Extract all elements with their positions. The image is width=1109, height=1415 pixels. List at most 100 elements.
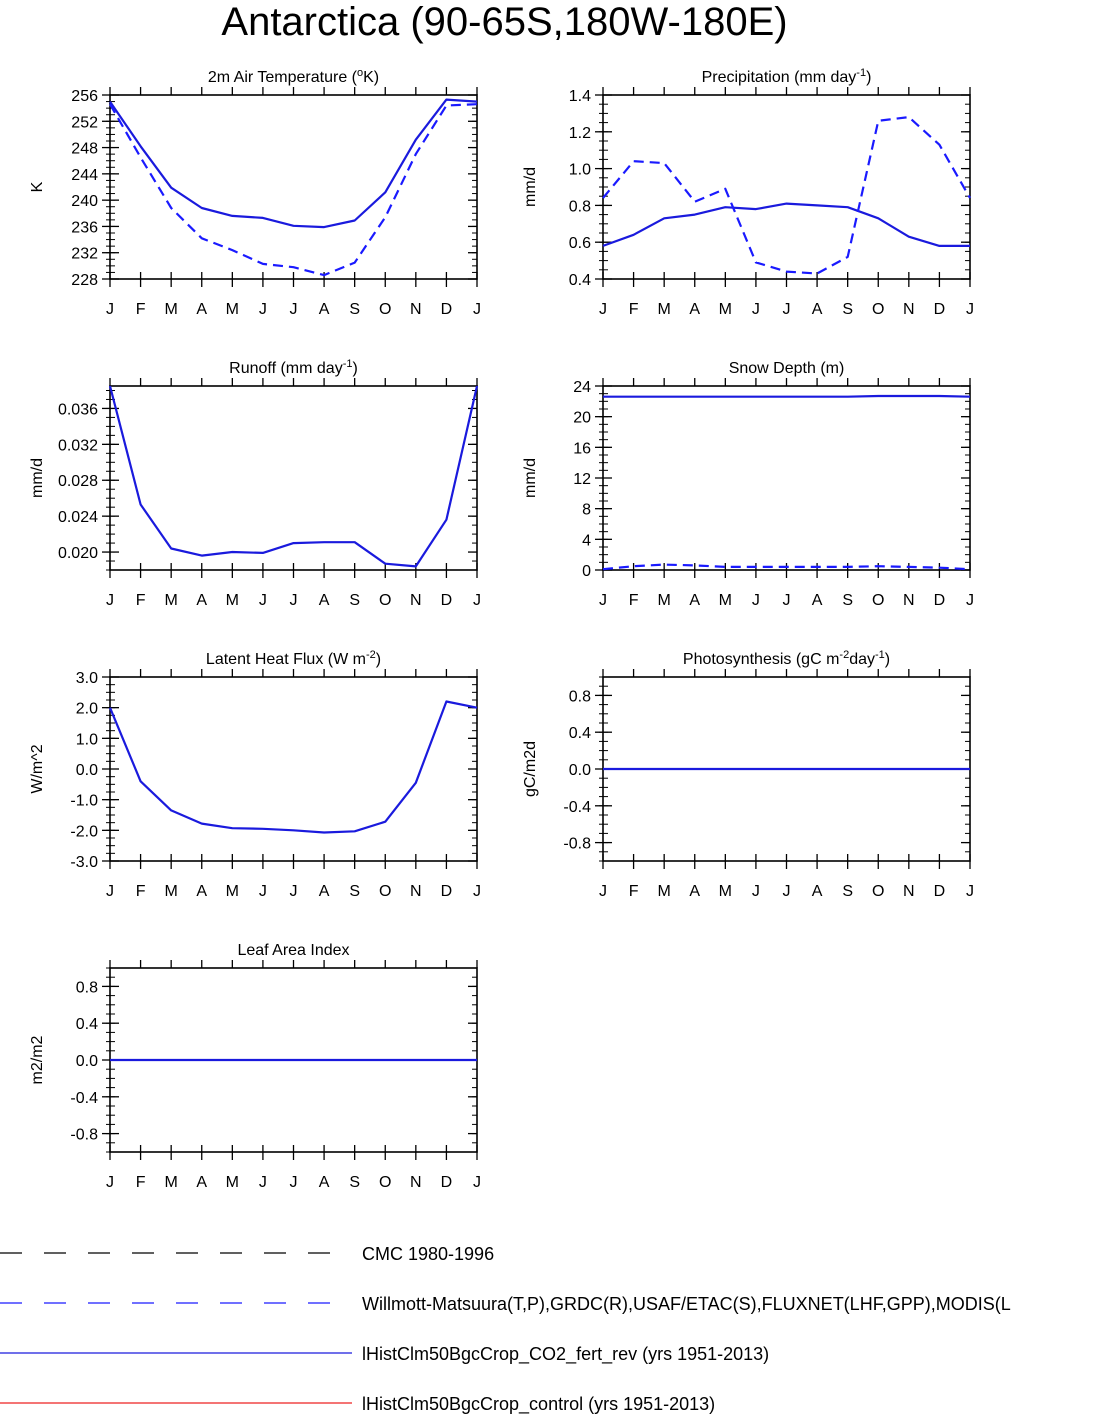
plot-frame [602,385,971,571]
y-tick-label: 1.0 [76,731,98,748]
x-tick-label: F [136,883,146,900]
y-tick-label: 0.032 [58,437,98,454]
x-tick-label: S [842,301,853,318]
x-tick-label: A [689,592,700,609]
x-tick-label: F [629,883,639,900]
x-tick-label: N [410,592,422,609]
y-tick-label: 12 [573,471,591,488]
x-tick-label: N [410,883,422,900]
x-tick-label: M [719,301,732,318]
x-tick-label: D [441,883,453,900]
y-tick-label: 244 [71,167,98,184]
chart-panel-photo: Photosynthesis (gC m-2day-1) gC/m2d 0.8 0.4… [522,649,974,900]
x-tick-label: J [783,301,791,318]
x-tick-label: J [599,301,607,318]
y-tick-label: 0.6 [569,235,591,252]
x-tick-label: J [290,301,298,318]
x-tick-label: O [872,592,884,609]
chart-title: Leaf Area Index [237,942,349,959]
x-tick-label: S [349,592,360,609]
x-tick-label: J [106,883,114,900]
y-tick-label: -0.8 [563,836,591,853]
y-axis-label: W/m^2 [29,744,46,793]
y-tick-label: -0.8 [70,1127,98,1144]
x-tick-label: O [872,301,884,318]
y-tick-label: 0.0 [569,762,591,779]
x-tick-label: D [934,301,946,318]
x-tick-label: N [903,592,915,609]
x-tick-label: N [410,1174,422,1191]
series-line-solid [109,98,478,229]
x-tick-label: F [136,592,146,609]
x-tick-label: D [934,883,946,900]
y-tick-label: 24 [573,379,591,396]
y-tick-label: 0.036 [58,401,98,418]
chart-title: Precipitation (mm day-1) [702,67,872,86]
y-tick-label: -1.0 [70,793,98,810]
series-line-solid [108,700,478,834]
x-tick-label: J [259,592,267,609]
x-tick-label: D [441,592,453,609]
y-tick-label: 1.0 [569,162,591,179]
chart-panel-runoff: Runoff (mm day-1) mm/d 0.036 0.032 0.028 0.02… [29,358,481,609]
chart-title: Runoff (mm day-1) [229,358,358,377]
x-tick-label: M [658,883,671,900]
x-tick-label: A [689,883,700,900]
series-line-dashed [602,563,971,571]
y-tick-label: 1.4 [569,88,591,105]
y-tick-label: 236 [71,219,98,236]
series-line-dashed [602,115,971,275]
y-tick-label: 0.8 [569,688,591,705]
x-tick-label: A [812,592,823,609]
y-tick-label: 8 [582,502,591,519]
x-tick-label: J [752,592,760,609]
x-tick-label: M [226,1174,239,1191]
y-tick-label: 0.028 [58,473,98,490]
x-tick-label: J [259,301,267,318]
x-tick-label: M [719,883,732,900]
x-tick-label: A [812,301,823,318]
y-tick-label: 228 [71,272,98,289]
x-tick-label: F [629,301,639,318]
x-tick-label: M [658,301,671,318]
y-tick-label: 0.4 [569,725,591,742]
x-tick-label: J [259,1174,267,1191]
legend-label-control: lHistClm50BgcCrop_control (yrs 1951-2013… [362,1394,716,1414]
x-tick-label: J [599,592,607,609]
series-line-solid [603,394,971,398]
x-tick-label: M [226,883,239,900]
y-tick-label: 240 [71,193,98,210]
y-tick-label: 0.4 [76,1016,98,1033]
x-tick-label: A [319,1174,330,1191]
x-tick-label: J [106,301,114,318]
y-tick-label: 0.0 [76,762,98,779]
x-tick-label: S [349,883,360,900]
x-tick-label: N [410,301,422,318]
x-tick-label: M [165,301,178,318]
y-tick-label: 0.020 [58,545,98,562]
x-tick-label: A [196,883,207,900]
y-tick-label: 256 [71,88,98,105]
x-tick-label: J [966,301,974,318]
chart-title: Snow Depth (m) [729,360,845,377]
x-tick-label: J [106,592,114,609]
x-tick-label: A [319,883,330,900]
x-tick-label: A [196,1174,207,1191]
y-tick-label: 248 [71,141,98,158]
x-tick-label: A [196,592,207,609]
series-line-solid [108,385,479,568]
x-tick-label: J [290,592,298,609]
x-tick-label: D [934,592,946,609]
x-tick-label: F [136,301,146,318]
x-tick-label: S [842,592,853,609]
chart-panel-temp: 2m Air Temperature (oK) K 256 252 248 244 240 2… [29,67,481,318]
y-tick-label: -2.0 [70,823,98,840]
series-line-dashed [109,103,478,277]
x-tick-label: J [473,883,481,900]
y-tick-label: 0 [582,563,591,580]
x-tick-label: A [812,883,823,900]
y-tick-label: 0.8 [569,198,591,215]
chart-title: Latent Heat Flux (W m-2) [206,649,381,668]
y-tick-label: 0.4 [569,272,591,289]
